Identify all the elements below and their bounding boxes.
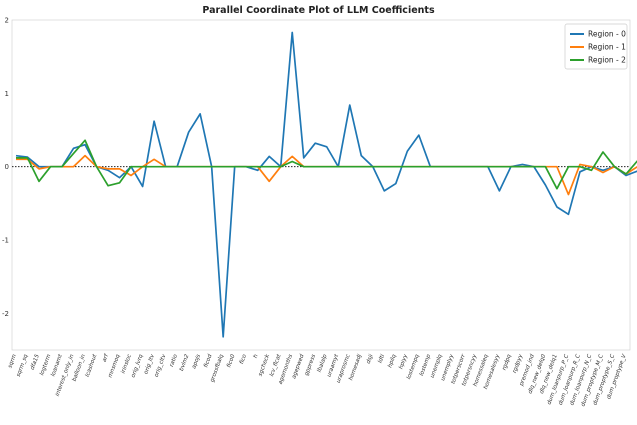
x-tick-label: ldti (378, 353, 387, 364)
x-tick-label: rgdpyy (512, 353, 525, 374)
plot-frame (11, 19, 631, 351)
x-tick-label: apojs (191, 354, 202, 370)
y-tick-label: 1 (5, 90, 9, 98)
series-lines (15, 31, 637, 338)
x-tick-label: orig_cltv (154, 353, 168, 378)
x-tick-label: hpilq (387, 353, 397, 368)
legend-entry: Region - 2 (588, 56, 626, 65)
x-tick-label: lcashout (85, 353, 99, 378)
x-tick-label: mnsmoq (108, 353, 122, 378)
x-tick-label: hpiyy (398, 353, 409, 370)
y-tick-label: 2 (5, 17, 9, 25)
y-axis: 2 1 0 -1 -2 (2, 17, 9, 318)
x-tick-label: ficod (203, 353, 213, 368)
x-tick-label: dsji (366, 353, 375, 364)
x-tick-label: lbalalp (317, 353, 329, 373)
y-tick-label: -1 (2, 237, 9, 245)
legend-box (564, 23, 628, 70)
plot-area (11, 19, 631, 351)
x-tick-label: ratio (169, 353, 179, 368)
x-tick-label: fico0 (226, 353, 236, 368)
y-tick-label: 0 (5, 163, 9, 171)
series-line-region-1 (16, 154, 637, 196)
x-tick-label: sqrm (7, 353, 18, 369)
legend: Region - 0 Region - 1 Region - 2 (564, 23, 628, 70)
x-tick-label: h (253, 353, 260, 359)
x-tick-label: orig_lvrq (131, 353, 145, 378)
series-line-region-2 (16, 139, 637, 190)
x-tick-label: bvlm2 (179, 353, 191, 372)
x-tick-label: fico (239, 353, 248, 365)
legend-entry: Region - 0 (588, 30, 626, 39)
x-tick-label: gppress (304, 354, 317, 377)
x-tick-label: sqrm_sq (16, 353, 30, 378)
x-tick-label: rgdpq (501, 353, 512, 371)
x-tick-label: arf (102, 353, 111, 363)
chart-title: Parallel Coordinate Plot of LLM Coeffici… (202, 5, 435, 16)
legend-entry: Region - 1 (588, 43, 626, 52)
x-tick-label: irinsloc (121, 354, 133, 375)
x-tick-label: dfa15 (30, 353, 41, 371)
y-tick-label: -2 (2, 310, 9, 318)
